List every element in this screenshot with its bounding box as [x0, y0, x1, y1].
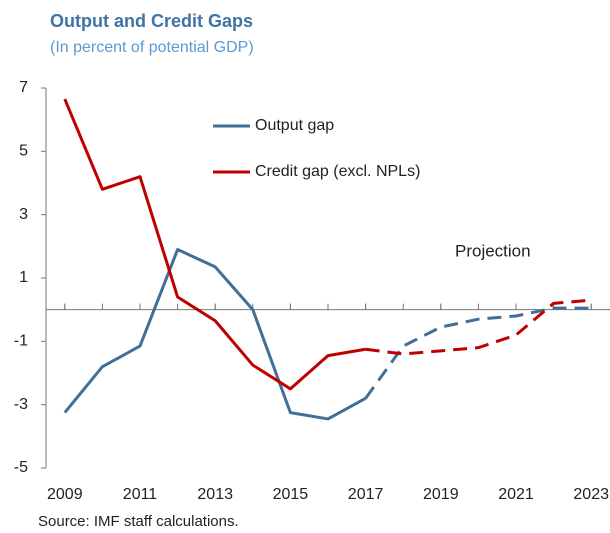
y-tick-label: 3: [19, 206, 28, 223]
x-tick-label: 2013: [197, 486, 233, 503]
chart-subtitle: (In percent of potential GDP): [50, 39, 254, 56]
x-tick-label: 2009: [47, 486, 83, 503]
chart-title: Output and Credit Gaps: [50, 11, 253, 31]
series-line: [63, 98, 366, 391]
series-line-projection: [365, 298, 592, 356]
y-tick-label: -3: [14, 396, 28, 413]
y-tick-label: 5: [19, 143, 28, 160]
x-tick-label: 2021: [498, 486, 534, 503]
x-tick-label: 2017: [348, 486, 384, 503]
series-line-projection: [364, 306, 592, 400]
y-tick-label: -1: [14, 333, 28, 350]
series-line: [63, 248, 367, 421]
legend-label: Credit gap (excl. NPLs): [255, 163, 420, 180]
x-tick-label: 2015: [273, 486, 309, 503]
y-tick-label: 7: [19, 79, 28, 96]
y-tick-label: 1: [19, 269, 28, 286]
x-tick-label: 2011: [123, 486, 158, 503]
source-note: Source: IMF staff calculations.: [38, 513, 239, 530]
x-tick-label: 2023: [573, 486, 609, 503]
x-tick-label: 2019: [423, 486, 459, 503]
y-tick-label: -5: [14, 459, 28, 476]
annotation: Projection: [455, 241, 531, 260]
legend-label: Output gap: [255, 117, 334, 134]
